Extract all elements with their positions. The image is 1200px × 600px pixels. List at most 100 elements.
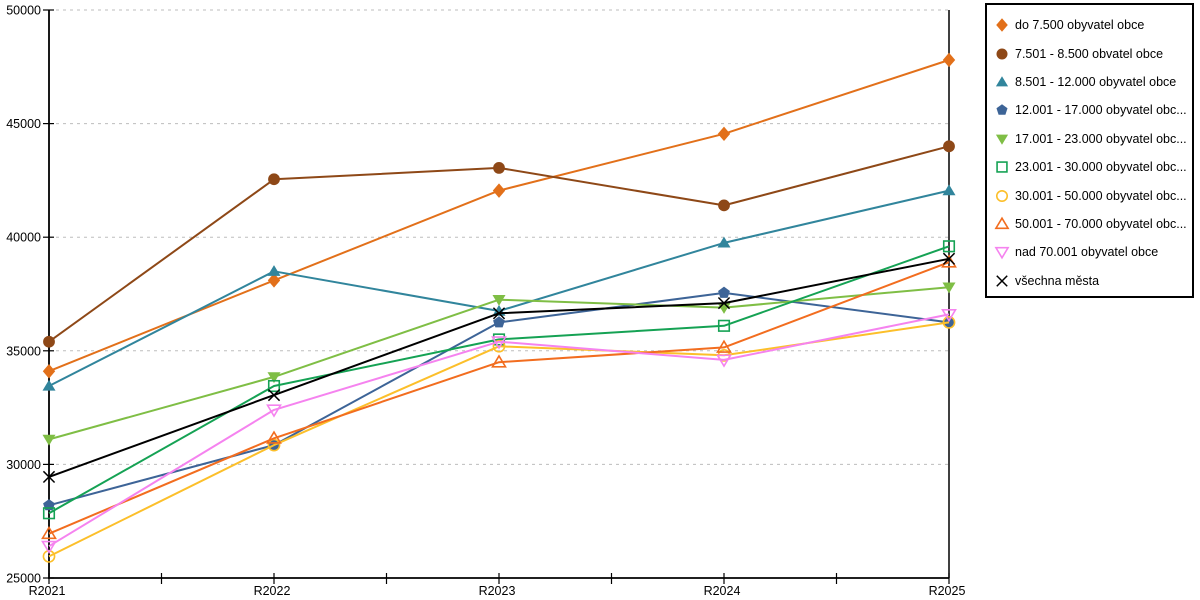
series-marker-circle-hollow xyxy=(42,550,56,563)
legend-label: 17.001 - 23.000 obyvatel obc... xyxy=(1015,131,1187,146)
series-marker-triangle-up-hollow xyxy=(994,216,1010,230)
legend-item-4: 17.001 - 23.000 obyvatel obc... xyxy=(993,125,1192,153)
series-marker-triangle-down-hollow xyxy=(491,336,507,350)
y-tick-label: 50000 xyxy=(6,4,41,18)
legend-item-5: 23.001 - 30.000 obyvatel obc... xyxy=(993,153,1192,181)
series-marker-circle-hollow xyxy=(995,189,1009,202)
series-marker-square-hollow xyxy=(717,319,731,332)
square-hollow-legend-icon xyxy=(996,161,1008,173)
legend-label: 30.001 - 50.000 obyvatel obc... xyxy=(1015,188,1187,203)
series-marker-triangle-up-hollow xyxy=(266,430,282,444)
series-marker-circle-hollow xyxy=(492,339,506,353)
triangle-up-filled-legend-icon xyxy=(995,76,1009,87)
series-marker-diamond-filled xyxy=(996,18,1008,32)
x-tick-label: R2024 xyxy=(704,584,741,598)
series-marker-triangle-up-filled xyxy=(717,236,731,248)
y-tick-label: 35000 xyxy=(6,344,41,358)
series-marker-triangle-down-hollow xyxy=(994,247,1010,260)
series-marker-triangle-up-filled xyxy=(42,379,56,391)
series-marker-square-hollow xyxy=(42,507,56,520)
series-line-5 xyxy=(48,245,950,515)
legend-item-6: 30.001 - 50.000 obyvatel obc... xyxy=(993,181,1192,209)
legend-label: do 7.500 obyvatel obce xyxy=(1015,18,1145,33)
series-marker-x xyxy=(42,470,56,484)
series-marker-circle-filled xyxy=(43,335,55,348)
legend-label: 23.001 - 30.000 obyvatel obc... xyxy=(1015,160,1187,175)
series-marker-triangle-down-filled xyxy=(942,282,956,294)
series-marker-triangle-up-hollow xyxy=(491,354,507,368)
y-tick-label: 25000 xyxy=(6,572,41,586)
x-tick-label: R2023 xyxy=(479,584,516,598)
series-marker-circle-filled xyxy=(493,162,505,174)
series-marker-square-hollow xyxy=(996,161,1008,173)
series-marker-x xyxy=(492,307,506,320)
series-marker-circle-hollow xyxy=(267,438,281,452)
series-marker-x xyxy=(717,296,731,310)
legend-label: 7.501 - 8.500 obvatel obce xyxy=(1015,46,1164,61)
series-marker-diamond-filled xyxy=(717,126,731,142)
series-marker-x xyxy=(996,274,1008,287)
series-marker-circle-filled xyxy=(268,173,280,186)
series-marker-diamond-filled xyxy=(42,364,56,379)
series-marker-square-hollow xyxy=(942,240,956,253)
series-marker-pentagon-filled xyxy=(493,316,505,328)
x-tick-label: R2021 xyxy=(29,584,66,598)
triangle-down-filled-legend-icon xyxy=(995,134,1009,145)
legend-item-7: 50.001 - 70.000 obyvatel obc... xyxy=(993,210,1192,238)
circle-hollow-legend-icon xyxy=(995,189,1009,202)
triangle-up-hollow-legend-icon xyxy=(994,216,1010,230)
series-marker-square-hollow xyxy=(267,379,281,393)
series-marker-triangle-down-hollow xyxy=(266,404,282,418)
series-marker-circle-hollow xyxy=(942,316,956,329)
series-marker-circle-filled xyxy=(996,48,1008,60)
series-marker-triangle-down-hollow xyxy=(716,354,732,368)
diamond-filled-legend-icon xyxy=(996,18,1008,32)
series-marker-pentagon-filled xyxy=(996,104,1008,116)
series-line-8 xyxy=(48,313,950,548)
series-marker-triangle-up-filled xyxy=(942,184,956,196)
legend-item-2: 8.501 - 12.000 obyvatel obce xyxy=(993,68,1192,96)
series-marker-pentagon-filled xyxy=(718,286,730,298)
series-marker-triangle-up-hollow xyxy=(41,525,57,540)
series-marker-triangle-down-filled xyxy=(492,295,506,306)
legend-item-1: 7.501 - 8.500 obvatel obce xyxy=(993,39,1192,67)
x-tick-label: R2025 xyxy=(929,584,966,598)
series-marker-diamond-filled xyxy=(492,183,506,198)
legend-label: 12.001 - 17.000 obyvatel obc... xyxy=(1015,103,1187,118)
series-line-7 xyxy=(48,261,950,535)
series-marker-triangle-up-filled xyxy=(995,76,1009,87)
legend-label: všechna města xyxy=(1015,273,1100,288)
x-legend-icon xyxy=(996,274,1008,287)
legend-item-0: do 7.500 obyvatel obce xyxy=(993,11,1192,39)
series-marker-x xyxy=(942,252,956,265)
series-marker-x xyxy=(267,388,281,402)
y-tick-label: 30000 xyxy=(6,458,41,472)
series-marker-circle-filled xyxy=(943,140,955,153)
legend-label: 8.501 - 12.000 obyvatel obce xyxy=(1015,74,1177,89)
series-marker-triangle-up-filled xyxy=(267,265,281,276)
y-tick-label: 45000 xyxy=(6,117,41,131)
series-marker-triangle-down-filled xyxy=(267,372,281,384)
series-marker-triangle-down-filled xyxy=(42,434,56,446)
triangle-down-hollow-legend-icon xyxy=(994,247,1010,260)
legend-item-9: všechna města xyxy=(993,267,1192,295)
x-tick-label: R2022 xyxy=(254,584,291,598)
legend-item-3: 12.001 - 17.000 obyvatel obc... xyxy=(993,96,1192,124)
series-marker-circle-filled xyxy=(718,199,730,212)
series-marker-triangle-down-hollow xyxy=(941,308,957,323)
circle-filled-legend-icon xyxy=(996,48,1008,60)
series-line-9 xyxy=(48,257,950,478)
pentagon-filled-legend-icon xyxy=(996,104,1008,116)
legend-label: 50.001 - 70.000 obyvatel obc... xyxy=(1015,216,1187,231)
series-marker-diamond-filled xyxy=(942,52,956,68)
legend: do 7.500 obyvatel obce 7.501 - 8.500 obva… xyxy=(985,3,1194,298)
series-marker-triangle-down-hollow xyxy=(41,540,57,554)
series-marker-diamond-filled xyxy=(267,273,281,288)
series-marker-triangle-up-hollow xyxy=(716,339,732,353)
legend-item-8: nad 70.001 obyvatel obce xyxy=(993,238,1192,266)
legend-label: nad 70.001 obyvatel obce xyxy=(1015,245,1159,260)
y-tick-label: 40000 xyxy=(6,231,41,245)
series-marker-triangle-down-filled xyxy=(995,134,1009,145)
